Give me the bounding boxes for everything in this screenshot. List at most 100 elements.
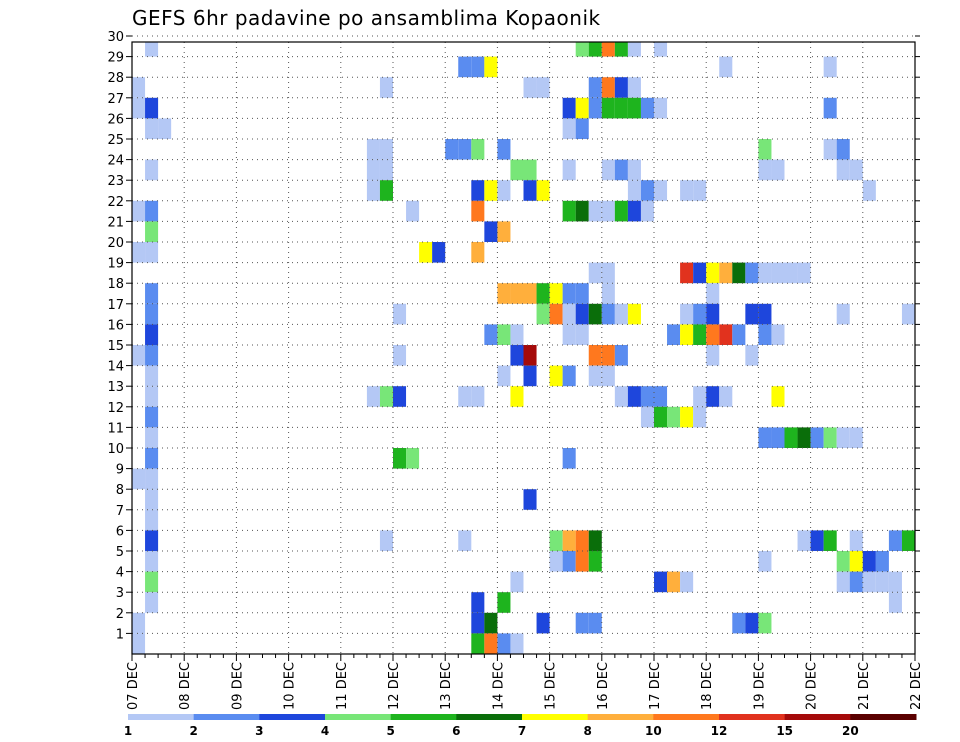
heatmap-cell bbox=[379, 159, 393, 181]
heatmap-cell bbox=[132, 345, 146, 366]
heatmap-cell bbox=[601, 97, 615, 119]
heatmap-cell bbox=[393, 448, 407, 469]
heatmap-cell bbox=[706, 324, 720, 345]
heatmap-cell bbox=[497, 221, 511, 242]
heatmap-cell bbox=[562, 448, 576, 469]
heatmap-cell bbox=[693, 324, 707, 345]
heatmap-cell bbox=[379, 139, 393, 160]
heatmap-cell bbox=[471, 242, 485, 263]
heatmap-cell bbox=[758, 324, 772, 345]
heatmap-cell bbox=[536, 612, 550, 634]
heatmap-cell bbox=[562, 159, 576, 181]
colorbar-label: 10 bbox=[645, 724, 662, 738]
colorbar-segment bbox=[456, 714, 523, 720]
heatmap-cell bbox=[510, 386, 524, 407]
heatmap-cell bbox=[575, 118, 589, 139]
heatmap-cell bbox=[758, 262, 772, 284]
heatmap-cell bbox=[758, 551, 772, 572]
heatmap-cell bbox=[145, 489, 159, 510]
heatmap-cell bbox=[862, 180, 876, 201]
heatmap-cell bbox=[797, 262, 811, 284]
colorbar-segment bbox=[850, 714, 917, 720]
heatmap-cell bbox=[654, 180, 668, 201]
heatmap-cell bbox=[627, 180, 641, 201]
heatmap-cell bbox=[758, 612, 772, 634]
heatmap-cell bbox=[497, 324, 511, 345]
heatmap-cell bbox=[497, 283, 511, 304]
colorbar-segment bbox=[193, 714, 260, 720]
heatmap-cell bbox=[667, 324, 681, 345]
heatmap-cell bbox=[575, 551, 589, 572]
heatmap-cell bbox=[484, 56, 498, 78]
heatmap-cell bbox=[145, 386, 159, 407]
y-tick-label: 8 bbox=[116, 483, 124, 498]
heatmap-cell bbox=[145, 283, 159, 304]
heatmap-cell bbox=[693, 303, 707, 325]
heatmap-cell bbox=[471, 180, 485, 201]
colorbar-label: 12 bbox=[711, 724, 728, 738]
y-tick-label: 14 bbox=[107, 360, 124, 375]
heatmap-cell bbox=[627, 77, 641, 98]
heatmap-cell bbox=[523, 77, 537, 98]
heatmap-cell bbox=[366, 386, 380, 407]
heatmap-cell bbox=[693, 180, 707, 201]
heatmap-cell bbox=[614, 303, 628, 325]
y-tick-label: 7 bbox=[116, 504, 124, 519]
colorbar-label: 20 bbox=[842, 724, 859, 738]
heatmap-cell bbox=[680, 324, 694, 345]
heatmap-cell bbox=[732, 324, 746, 345]
heatmap-cell bbox=[836, 571, 850, 593]
heatmap-cell bbox=[510, 159, 524, 181]
colorbar-label: 6 bbox=[452, 724, 460, 738]
heatmap-cell bbox=[132, 612, 146, 634]
y-tick-label: 18 bbox=[107, 277, 124, 292]
heatmap-cell bbox=[393, 345, 407, 366]
heatmap-cell bbox=[784, 262, 798, 284]
heatmap-cell bbox=[393, 386, 407, 407]
heatmap-cell bbox=[627, 159, 641, 181]
heatmap-cell bbox=[484, 324, 498, 345]
colorbar-segment bbox=[390, 714, 457, 720]
heatmap-cell bbox=[719, 262, 733, 284]
y-tick-label: 22 bbox=[107, 195, 124, 210]
heatmap-cell bbox=[379, 77, 393, 98]
heatmap-cell bbox=[719, 386, 733, 407]
heatmap-cell bbox=[888, 571, 902, 593]
heatmap-cell bbox=[379, 180, 393, 201]
heatmap-cell bbox=[497, 139, 511, 160]
heatmap-cell bbox=[458, 139, 472, 160]
heatmap-cell bbox=[145, 406, 159, 428]
heatmap-cell bbox=[145, 303, 159, 325]
heatmap-cell bbox=[145, 530, 159, 551]
heatmap-cell bbox=[614, 77, 628, 98]
y-tick-label: 20 bbox=[107, 236, 124, 251]
colorbar-label: 2 bbox=[189, 724, 197, 738]
heatmap-cell bbox=[849, 571, 863, 593]
heatmap-cell bbox=[836, 303, 850, 325]
heatmap-cell bbox=[836, 551, 850, 572]
heatmap-cell bbox=[145, 468, 159, 490]
heatmap-cell bbox=[771, 159, 785, 181]
heatmap-cell bbox=[588, 530, 602, 551]
heatmap-cell bbox=[366, 159, 380, 181]
heatmap-cell bbox=[132, 242, 146, 263]
y-tick-label: 21 bbox=[107, 215, 124, 230]
x-tick-label: 20 DEC bbox=[805, 662, 820, 710]
heatmap-cell bbox=[523, 180, 537, 201]
heatmap-cell bbox=[549, 303, 563, 325]
heatmap-cell bbox=[680, 303, 694, 325]
heatmap-cell bbox=[132, 633, 146, 654]
heatmap-cell bbox=[145, 242, 159, 263]
heatmap-cell bbox=[471, 612, 485, 634]
heatmap-cell bbox=[588, 262, 602, 284]
x-tick-label: 15 DEC bbox=[544, 662, 559, 710]
heatmap-cell bbox=[575, 530, 589, 551]
heatmap-cell bbox=[575, 42, 589, 57]
heatmap-cell bbox=[549, 365, 563, 387]
heatmap-cell bbox=[588, 77, 602, 98]
heatmap-cell bbox=[601, 345, 615, 366]
heatmap-cell bbox=[640, 180, 654, 201]
heatmap-cell bbox=[640, 386, 654, 407]
heatmap-cell bbox=[640, 97, 654, 119]
heatmap-cell bbox=[888, 592, 902, 613]
